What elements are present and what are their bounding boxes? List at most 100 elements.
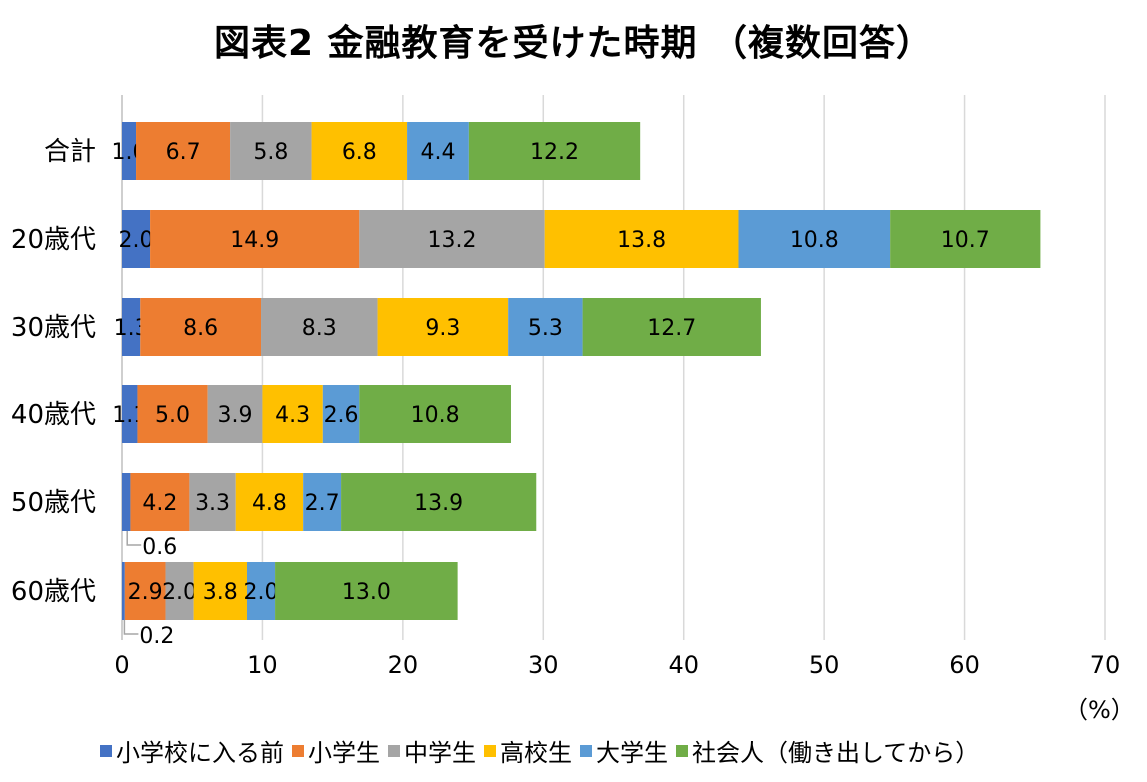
category-label: 60歳代 bbox=[11, 577, 96, 607]
data-label: 2.0 bbox=[162, 580, 197, 605]
bar-segment bbox=[122, 122, 137, 180]
callout-label: 0.2 bbox=[139, 624, 174, 649]
legend-swatch bbox=[100, 744, 112, 757]
data-label: 10.7 bbox=[941, 228, 990, 253]
data-label: 12.2 bbox=[530, 140, 579, 165]
data-label: 2.0 bbox=[244, 580, 279, 605]
bar-segment bbox=[359, 385, 511, 443]
legend-label: 小学校に入る前 bbox=[116, 739, 284, 767]
data-label: 6.7 bbox=[166, 140, 201, 165]
legend-label: 小学生 bbox=[308, 739, 380, 767]
x-tick-labels: 0 10 20 30 40 50 60 70 bbox=[114, 651, 1120, 679]
data-label: 2.7 bbox=[305, 491, 340, 516]
bar-segment bbox=[150, 210, 360, 268]
x-tick-label: 50 bbox=[809, 651, 840, 679]
data-label: 4.8 bbox=[252, 491, 287, 516]
data-label: 2.0 bbox=[119, 228, 154, 253]
data-label: 3.8 bbox=[203, 580, 238, 605]
bar-segment bbox=[544, 210, 739, 268]
bar-segment bbox=[122, 562, 125, 620]
legend-swatch bbox=[676, 744, 688, 757]
bar-segment bbox=[140, 298, 262, 356]
bar-segment bbox=[275, 562, 458, 620]
bar-segment bbox=[303, 473, 342, 531]
callout-leader-line bbox=[123, 620, 139, 635]
legend-label: 大学生 bbox=[596, 739, 668, 767]
bar-segment bbox=[137, 385, 208, 443]
bar-segment bbox=[130, 473, 190, 531]
legend-item: 高校生 bbox=[484, 733, 572, 768]
data-label: 3.9 bbox=[218, 403, 253, 428]
bar-segment bbox=[122, 210, 151, 268]
bar-segment bbox=[377, 298, 509, 356]
legend-item: 大学生 bbox=[580, 733, 668, 768]
legend-label: 高校生 bbox=[500, 739, 572, 767]
bar-segment bbox=[207, 385, 263, 443]
legend-swatch bbox=[580, 744, 592, 757]
bar-segment bbox=[261, 298, 378, 356]
bar-segment bbox=[582, 298, 761, 356]
data-label: 2.6 bbox=[324, 403, 359, 428]
legend-item: 小学生 bbox=[292, 733, 380, 768]
bar-segment bbox=[341, 473, 537, 531]
bar-segment bbox=[890, 210, 1041, 268]
x-tick-label: 20 bbox=[388, 651, 419, 679]
x-tick-label: 10 bbox=[247, 651, 278, 679]
x-tick-label: 60 bbox=[949, 651, 980, 679]
bar-segment bbox=[122, 385, 138, 443]
data-label: 10.8 bbox=[411, 403, 460, 428]
data-label: 2.9 bbox=[128, 580, 163, 605]
bar-segment bbox=[359, 210, 545, 268]
bars: 1.0 6.7 5.8 6.8 4.4 12.22.0 14.9 13.2 13.8 10.8 10… bbox=[112, 122, 1041, 620]
data-label: 12.7 bbox=[647, 316, 696, 341]
bar-segment bbox=[262, 385, 323, 443]
bar-segment bbox=[136, 122, 231, 180]
bar-segment bbox=[468, 122, 641, 180]
bar-segment bbox=[407, 122, 469, 180]
data-label: 5.3 bbox=[528, 316, 563, 341]
chart-title: 図表2 金融教育を受けた時期 （複数回答） bbox=[213, 23, 934, 64]
data-label: 13.9 bbox=[414, 491, 463, 516]
legend-label: 社会人（働き出してから） bbox=[692, 739, 980, 767]
category-label: 30歳代 bbox=[11, 313, 96, 343]
bar-segment bbox=[235, 473, 304, 531]
legend-item: 中学生 bbox=[388, 733, 476, 768]
data-label: 13.2 bbox=[428, 228, 477, 253]
legend-swatch bbox=[484, 744, 496, 757]
x-tick-label: 40 bbox=[668, 651, 699, 679]
legend-label: 中学生 bbox=[404, 739, 476, 767]
bar-segment bbox=[738, 210, 891, 268]
category-label: 50歳代 bbox=[11, 488, 96, 518]
callout-label: 0.6 bbox=[142, 535, 177, 560]
category-labels: 合計 20歳代 30歳代 40歳代 50歳代 60歳代 bbox=[11, 137, 96, 607]
data-label: 13.8 bbox=[617, 228, 666, 253]
x-tick-label: 30 bbox=[528, 651, 559, 679]
data-label: 14.9 bbox=[230, 228, 279, 253]
bar-segment bbox=[230, 122, 312, 180]
legend-swatch bbox=[388, 744, 400, 757]
bar-segment bbox=[124, 562, 166, 620]
data-label: 3.3 bbox=[195, 491, 230, 516]
bar-segment bbox=[165, 562, 194, 620]
bar-segment bbox=[122, 298, 141, 356]
x-axis-unit-label: （%） bbox=[1064, 696, 1135, 724]
category-label: 20歳代 bbox=[11, 225, 96, 255]
callout-leader-line bbox=[126, 531, 142, 546]
data-label: 4.3 bbox=[275, 403, 310, 428]
callout-labels: 0.6 0.2 bbox=[123, 531, 177, 649]
legend: 小学校に入る前 小学生 中学生 高校生 大学生 社会人（働き出してから） bbox=[100, 733, 1140, 768]
x-tick-label: 0 bbox=[114, 651, 129, 679]
bar-segment bbox=[322, 385, 360, 443]
legend-item: 社会人（働き出してから） bbox=[676, 733, 979, 768]
gridlines bbox=[121, 95, 1106, 640]
data-label: 10.8 bbox=[790, 228, 839, 253]
legend-item: 小学校に入る前 bbox=[100, 733, 284, 768]
bar-segment bbox=[122, 473, 131, 531]
data-label: 8.6 bbox=[183, 316, 218, 341]
category-label: 40歳代 bbox=[11, 400, 96, 430]
data-label: 5.8 bbox=[253, 140, 288, 165]
bar-segment bbox=[189, 473, 236, 531]
bar-segment bbox=[193, 562, 247, 620]
data-label: 8.3 bbox=[302, 316, 337, 341]
